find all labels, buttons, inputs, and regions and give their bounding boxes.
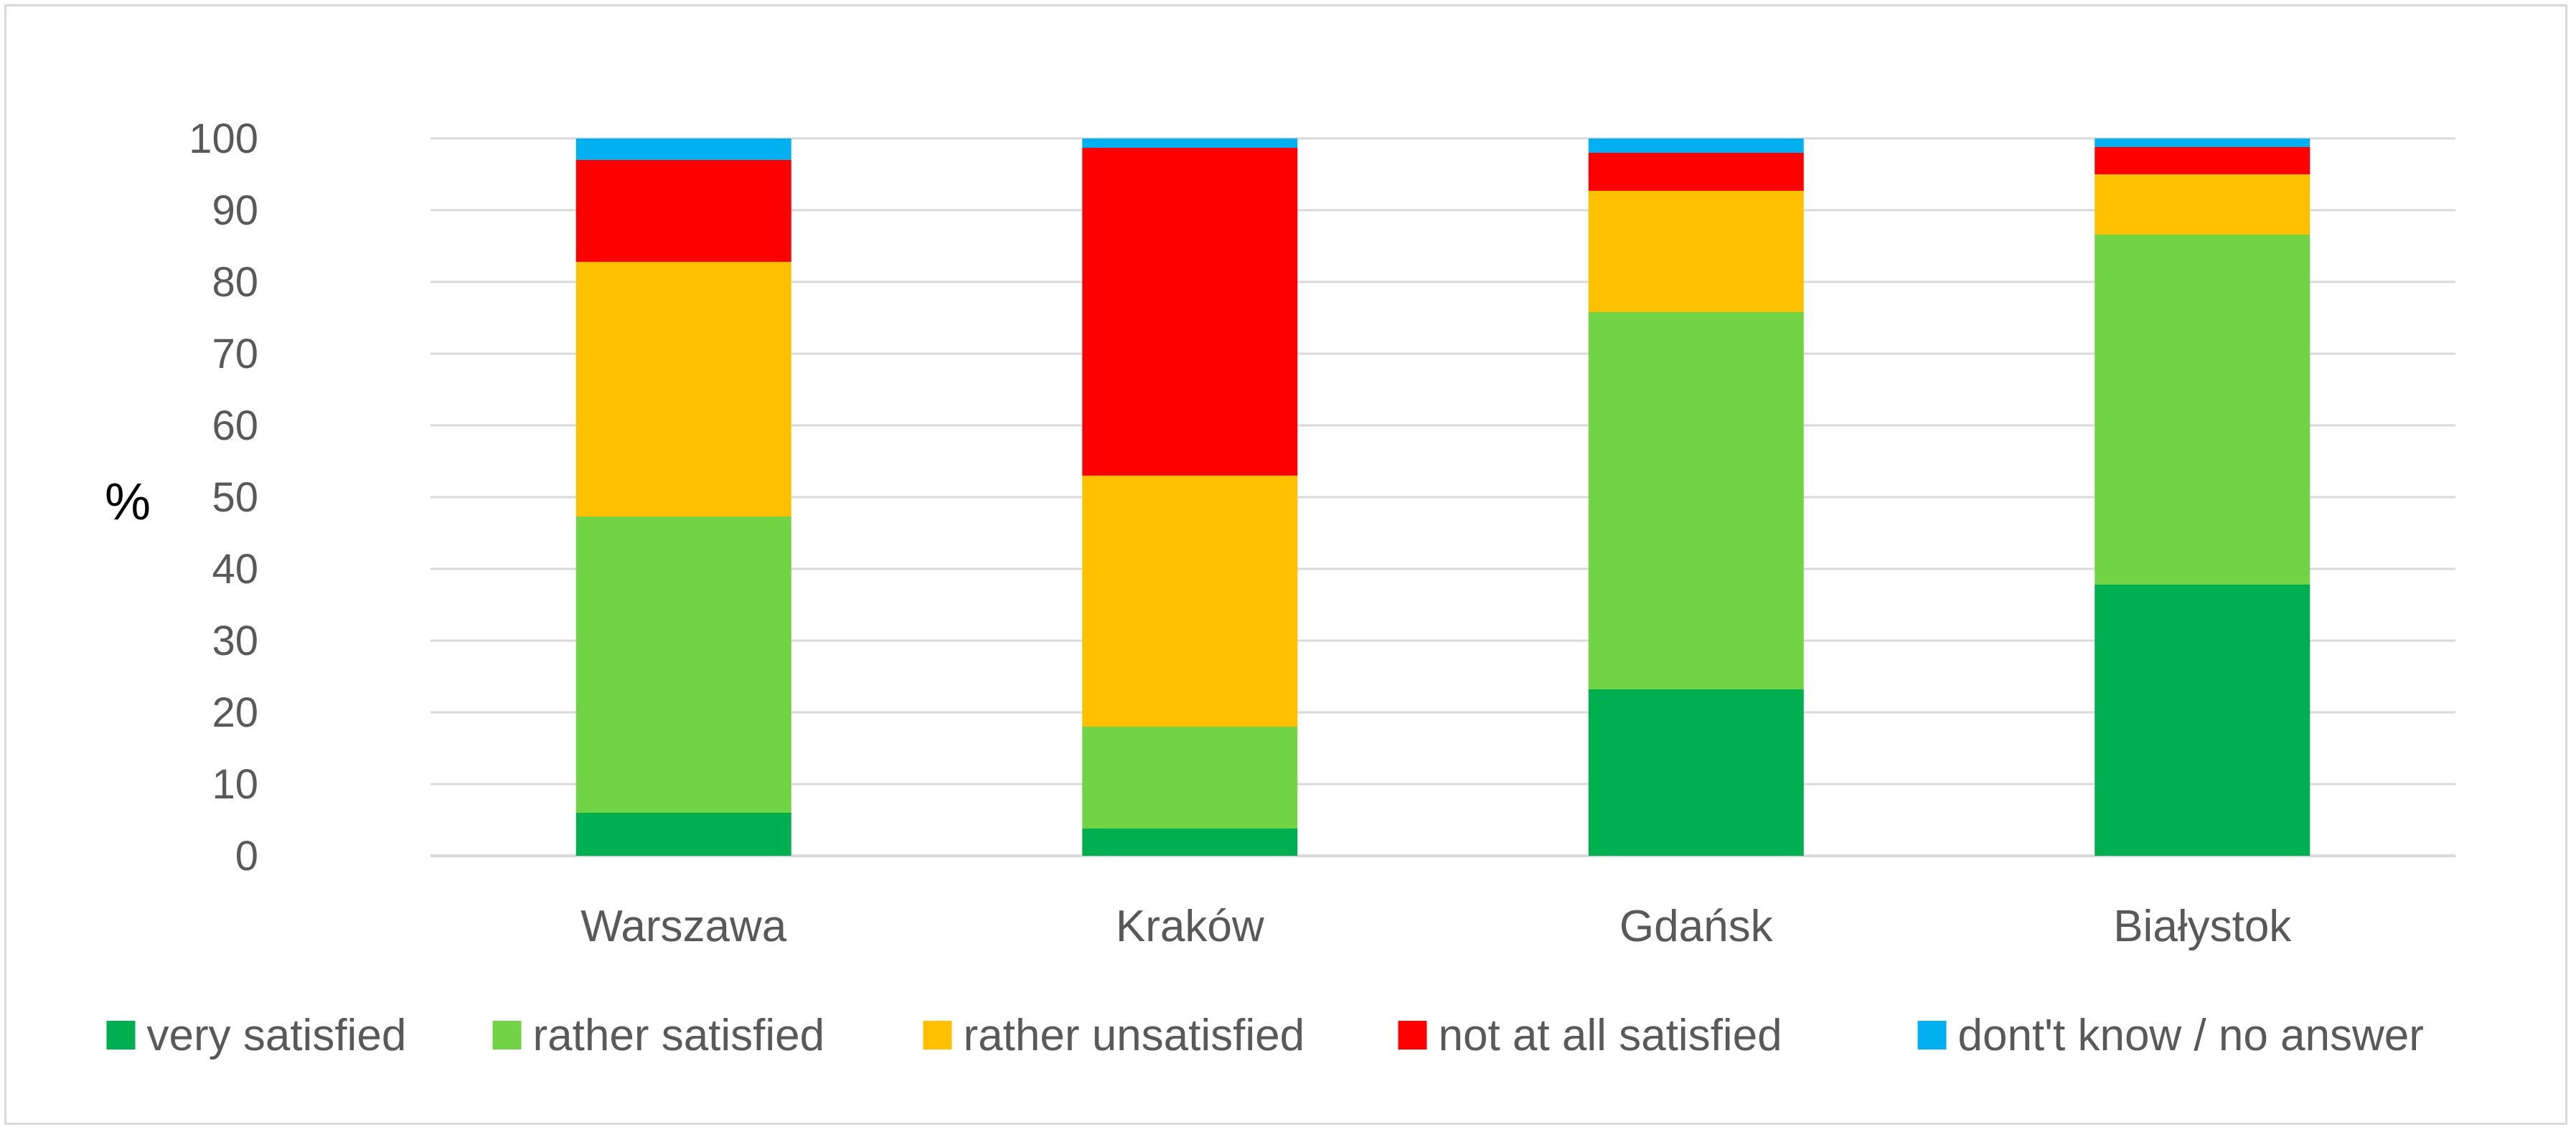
bar-segment	[1588, 191, 1804, 312]
bar-segment	[1082, 476, 1298, 727]
legend-item: dont't know / no answer	[1917, 1011, 2424, 1060]
bar-segment	[2095, 138, 2311, 147]
bar-segment	[2095, 235, 2311, 585]
y-tick-label: 30	[212, 618, 258, 664]
legend-swatch	[106, 1021, 136, 1050]
bar-segment	[2095, 174, 2311, 235]
legend-item: not at all satisfied	[1398, 1011, 1782, 1060]
y-axis-tick-labels: 0 10 20 30 40 50 60 70 80 90 100	[189, 115, 258, 879]
x-category-label: Kraków	[1116, 902, 1264, 951]
legend-item: very satisfied	[106, 1011, 407, 1060]
bar-segment	[575, 262, 791, 517]
y-tick-label: 0	[235, 833, 258, 879]
legend-swatch	[1398, 1021, 1427, 1050]
y-tick-label: 10	[212, 761, 258, 808]
bar-segment	[1588, 153, 1804, 191]
y-tick-label: 100	[189, 115, 258, 162]
y-tick-label: 90	[212, 187, 258, 234]
x-axis-category-labels: Warszawa Kraków Gdańsk Białystok	[580, 902, 2292, 951]
bar-segment	[1082, 727, 1298, 829]
bar-segment	[1588, 689, 1804, 856]
legend-item: rather unsatisfied	[923, 1011, 1305, 1060]
bar-segment	[1082, 148, 1298, 476]
y-tick-label: 40	[212, 546, 258, 593]
bar-segment	[575, 138, 791, 160]
bar-segment	[1082, 138, 1298, 148]
legend-item: rather satisfied	[492, 1011, 825, 1060]
x-category-label: Gdańsk	[1620, 902, 1774, 951]
bar-segment	[2095, 147, 2311, 174]
x-category-label: Białystok	[2113, 902, 2292, 951]
legend-label: rather satisfied	[533, 1011, 825, 1060]
y-tick-label: 20	[212, 689, 258, 736]
bar-segment	[2095, 585, 2311, 856]
y-axis-title: %	[105, 473, 151, 531]
legend-swatch	[492, 1021, 522, 1050]
bar-segment	[1588, 138, 1804, 153]
legend: very satisfied rather satisfied rather uns…	[106, 1011, 2424, 1060]
bar-segment	[1588, 312, 1804, 689]
legend-label: dont't know / no answer	[1958, 1011, 2424, 1060]
legend-swatch	[923, 1021, 952, 1050]
bars	[575, 138, 2311, 856]
bar-segment	[575, 813, 791, 856]
bar-segment	[575, 160, 791, 262]
x-category-label: Warszawa	[580, 902, 787, 951]
bar-segment	[1082, 829, 1298, 856]
y-tick-label: 70	[212, 331, 258, 377]
legend-label: not at all satisfied	[1439, 1011, 1782, 1060]
y-tick-label: 60	[212, 402, 258, 449]
y-tick-label: 80	[212, 259, 258, 306]
y-tick-label: 50	[212, 474, 258, 521]
bar-segment	[575, 517, 791, 813]
legend-swatch	[1917, 1021, 1947, 1050]
legend-label: rather unsatisfied	[964, 1011, 1305, 1060]
legend-label: very satisfied	[147, 1011, 407, 1060]
